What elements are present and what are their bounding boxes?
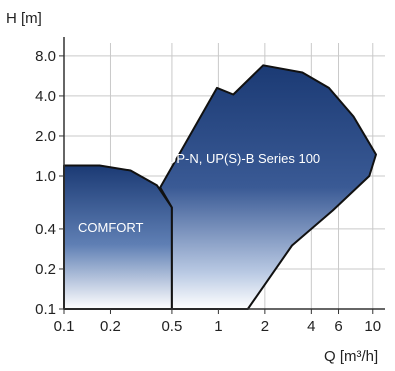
series-100-area-label: UP-N, UP(S)-B Series 100 [167, 151, 320, 166]
y-tick-label: 0.1 [35, 301, 56, 318]
y-tick-label: 2.0 [35, 128, 56, 145]
x-tick-label: 10 [364, 318, 381, 335]
x-tick-label: 0.2 [100, 318, 121, 335]
x-tick-label: 6 [334, 318, 342, 335]
x-tick-label: 4 [307, 318, 315, 335]
comfort-area-label: COMFORT [78, 220, 144, 235]
y-axis-label: H [m] [6, 10, 42, 27]
x-tick-label: 0.5 [161, 318, 182, 335]
y-tick-label: 1.0 [35, 168, 56, 185]
x-tick-label: 2 [261, 318, 269, 335]
axes [59, 37, 385, 314]
y-tick-label: 0.4 [35, 221, 56, 238]
y-tick-label: 4.0 [35, 88, 56, 105]
y-tick-label: 8.0 [35, 48, 56, 65]
x-axis-label: Q [m³/h] [324, 348, 378, 365]
y-tick-label: 0.2 [35, 261, 56, 278]
performance-areas [63, 64, 377, 310]
series-100-area [159, 64, 377, 310]
comfort-area [63, 164, 173, 310]
tick-labels: 0.1 0.2 0.5 1 2 4 6 10 8.0 4.0 2.0 1.0 0.4 0.2 0.1 [35, 48, 381, 335]
x-tick-label: 1 [214, 318, 222, 335]
x-tick-label: 0.1 [54, 318, 75, 335]
